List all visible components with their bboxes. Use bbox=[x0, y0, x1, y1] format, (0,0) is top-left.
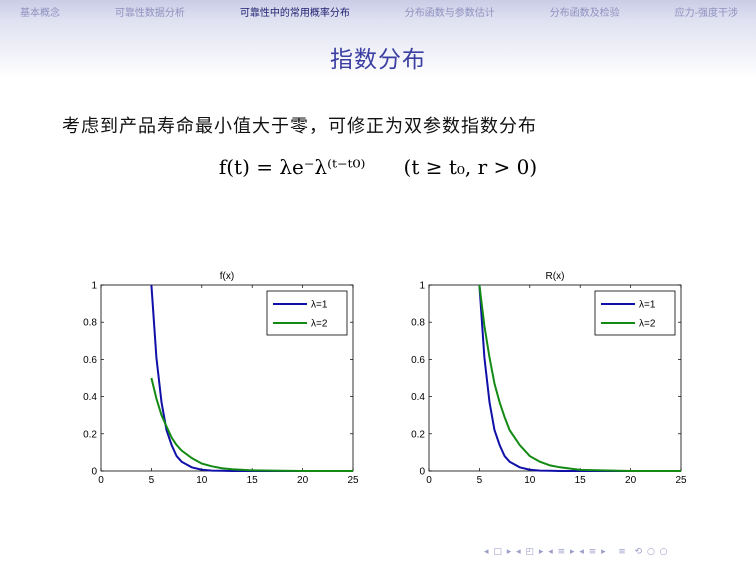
x-tick-label: 25 bbox=[347, 475, 359, 486]
x-tick-label: 10 bbox=[524, 475, 536, 486]
formula: f(t) = λe⁻λ⁽ᵗ⁻ᵗ⁰⁾ (t ≥ t₀, r > 0) bbox=[218, 155, 538, 179]
x-tick-label: 15 bbox=[575, 475, 587, 486]
x-tick-label: 0 bbox=[98, 475, 104, 486]
chart-f-x: f(x) 0 5 10 15 20 25 0 0.2 0.4 0.6 0.8 1 λ=1 λ=2 bbox=[65, 255, 365, 505]
nav-item-distribution-tests[interactable]: 分布函数及检验 bbox=[549, 7, 620, 19]
header-band: 基本概念 可靠性数据分析 可靠性中的常用概率分布 分布函数与参数估计 分布函数及… bbox=[0, 0, 756, 78]
legend-box bbox=[266, 290, 348, 336]
y-tick-label: 0.2 bbox=[83, 429, 97, 440]
x-tick-label: 10 bbox=[196, 475, 208, 486]
y-tick-label: 0.4 bbox=[411, 392, 425, 403]
x-tick-label: 0 bbox=[426, 475, 432, 486]
legend-label: λ=2 bbox=[311, 319, 328, 330]
beamer-navigation-symbols[interactable]: ◂ □ ▸ ◂ ◰ ▸ ◂ ≡ ▸ ◂ ≡ ▸ ≡ ⟲ ○ ○ bbox=[484, 547, 669, 557]
nav-item-stress-strength[interactable]: 应力-强度干涉 bbox=[674, 7, 738, 19]
legend: λ=1 λ=2 bbox=[266, 290, 348, 336]
legend-label: λ=2 bbox=[639, 319, 656, 330]
nav-item-parameter-estimation[interactable]: 分布函数与参数估计 bbox=[404, 7, 495, 19]
y-tick-label: 0 bbox=[91, 467, 97, 478]
y-tick-label: 0.4 bbox=[83, 392, 97, 403]
series-line bbox=[478, 284, 681, 472]
y-tick-label: 0 bbox=[419, 467, 425, 478]
series-line bbox=[478, 284, 681, 472]
x-tick-label: 5 bbox=[149, 475, 155, 486]
nav-item-common-distributions[interactable]: 可靠性中的常用概率分布 bbox=[239, 7, 350, 19]
section-nav: 基本概念 可靠性数据分析 可靠性中的常用概率分布 分布函数与参数估计 分布函数及… bbox=[0, 0, 756, 22]
x-tick-label: 15 bbox=[247, 475, 259, 486]
y-tick-label: 0.6 bbox=[411, 355, 425, 366]
x-tick-label: 20 bbox=[297, 475, 309, 486]
legend: λ=1 λ=2 bbox=[594, 290, 676, 336]
legend-label: λ=1 bbox=[311, 300, 328, 311]
x-tick-label: 20 bbox=[625, 475, 637, 486]
nav-item-basic-concepts[interactable]: 基本概念 bbox=[20, 7, 60, 19]
legend-box bbox=[594, 290, 676, 336]
chart-svg: f(x) 0 5 10 15 20 25 0 0.2 0.4 0.6 0.8 1 λ=1 λ=2 bbox=[83, 271, 359, 486]
x-tick-label: 5 bbox=[477, 475, 483, 486]
chart-r-x: R(x) 0 5 10 15 20 25 0 0.2 0.4 0.6 0.8 1 λ=1 λ=2 bbox=[393, 255, 693, 505]
y-tick-label: 0.2 bbox=[411, 429, 425, 440]
y-tick-label: 1 bbox=[91, 281, 97, 292]
chart-svg: R(x) 0 5 10 15 20 25 0 0.2 0.4 0.6 0.8 1 λ=1 λ=2 bbox=[411, 271, 687, 486]
y-tick-label: 0.8 bbox=[83, 318, 97, 329]
x-tick-label: 25 bbox=[675, 475, 687, 486]
y-tick-label: 0.8 bbox=[411, 318, 425, 329]
chart-title: f(x) bbox=[220, 271, 234, 282]
y-tick-label: 0.6 bbox=[83, 355, 97, 366]
series-line bbox=[150, 377, 353, 472]
legend-label: λ=1 bbox=[639, 300, 656, 311]
body-text: 考虑到产品寿命最小值大于零，可修正为双参数指数分布 bbox=[62, 116, 537, 137]
frame-title: 指数分布 bbox=[330, 47, 426, 73]
y-tick-label: 1 bbox=[419, 281, 425, 292]
nav-item-reliability-data[interactable]: 可靠性数据分析 bbox=[114, 7, 185, 19]
chart-title: R(x) bbox=[546, 271, 565, 282]
